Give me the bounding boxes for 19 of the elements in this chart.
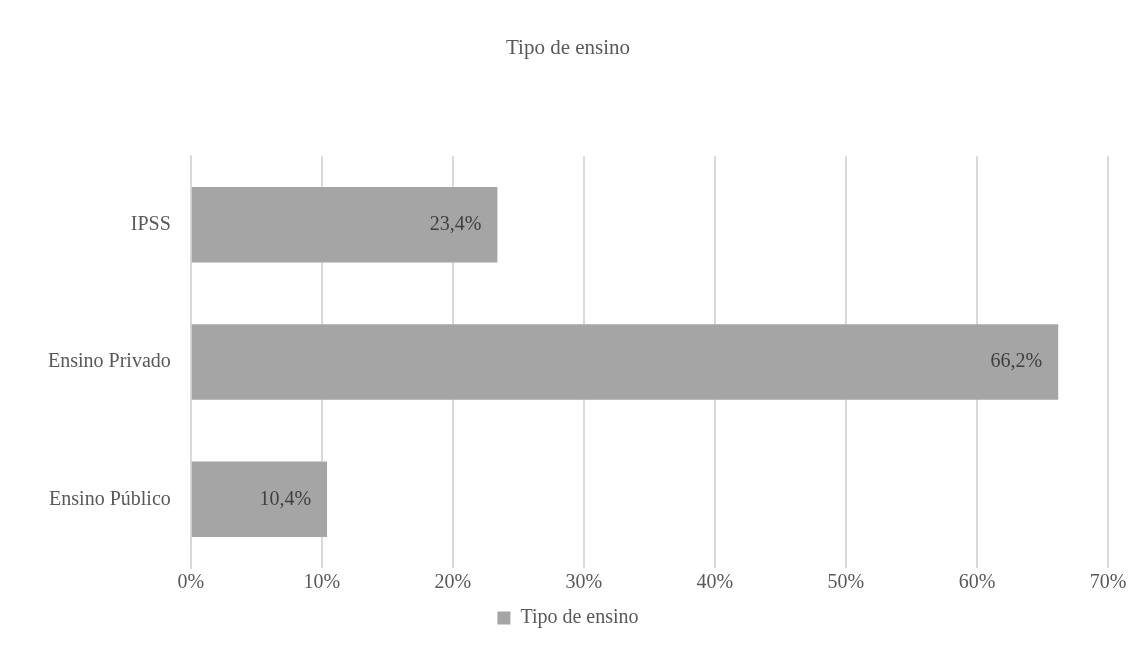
data-label: 66,2% (990, 349, 1043, 372)
y-tick-label: IPSS (130, 212, 171, 235)
legend-label: Tipo de ensino (520, 605, 639, 629)
bar (191, 324, 1059, 400)
x-tick-label: 10% (303, 570, 341, 593)
x-tick-label: 40% (696, 570, 734, 593)
bar (191, 461, 328, 538)
x-tick-label: 20% (434, 570, 472, 593)
data-label: 10,4% (259, 486, 312, 509)
x-tick-label: 0% (177, 570, 205, 593)
y-tick-label: Ensino Público (49, 486, 171, 509)
x-tick-label: 50% (827, 570, 865, 593)
y-tick-label: Ensino Privado (47, 349, 171, 372)
bar (191, 187, 498, 263)
chart-title: Tipo de ensino (505, 35, 631, 60)
x-tick-label: 60% (958, 570, 996, 593)
data-label: 23,4% (429, 212, 482, 235)
x-tick-label: 30% (565, 570, 603, 593)
x-tick-label: 70% (1089, 570, 1127, 593)
